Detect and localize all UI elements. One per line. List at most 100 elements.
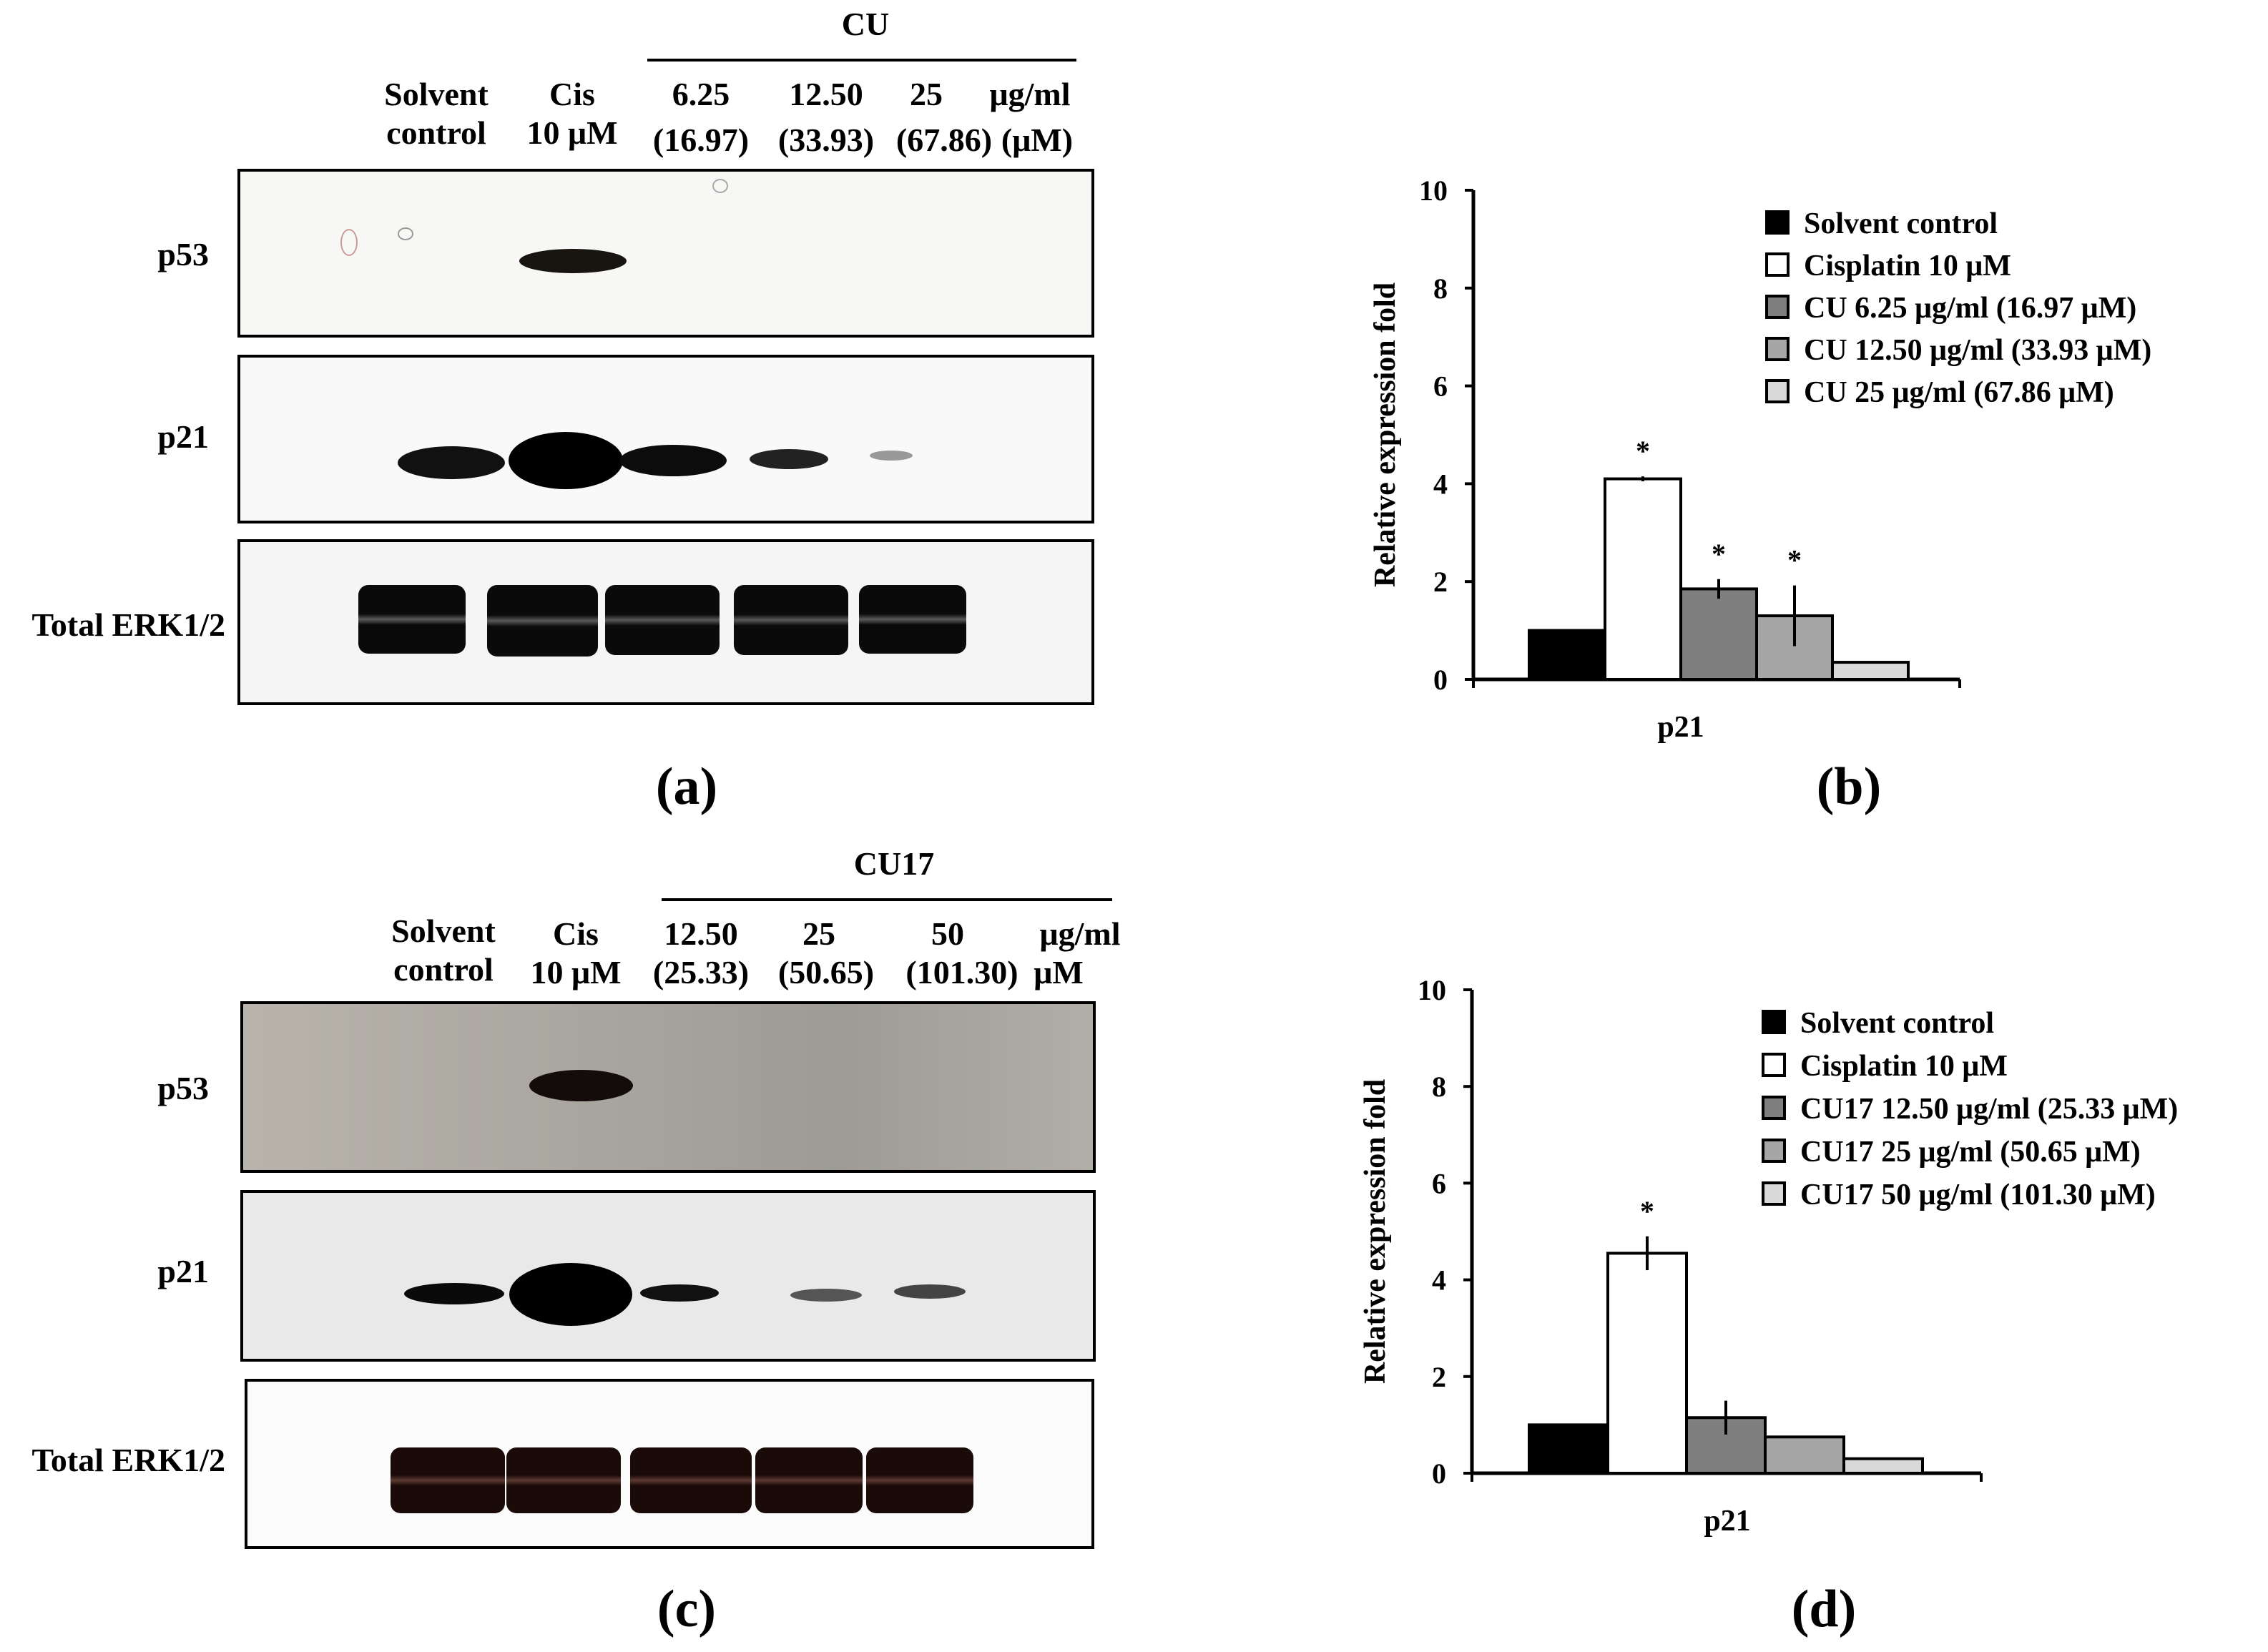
- legend-swatch: [1762, 1010, 1786, 1034]
- y-tick-label: 4: [1432, 1264, 1446, 1297]
- lane-label-cis-1: Cis: [553, 915, 599, 952]
- y-axis-label: Relative expression fold: [1369, 282, 1402, 587]
- lane-label-dose3-2: (67.86): [895, 122, 993, 158]
- legend-label: CU 12.50 μg/ml (33.93 μM): [1804, 334, 2151, 367]
- band-erk-lane5: [866, 1447, 973, 1513]
- group-label-cu17: CU17: [853, 845, 935, 882]
- lane-label-unit-2: μM: [1034, 954, 1084, 990]
- x-axis-label: p21: [1657, 711, 1704, 744]
- lane-label-dose2-2: (50.65): [777, 954, 875, 990]
- x-axis-label: p21: [1704, 1505, 1750, 1538]
- band-p21-solvent: [398, 446, 505, 479]
- band-p21-dose3: [894, 1284, 966, 1299]
- bar-0: [1528, 629, 1606, 681]
- band-erk-lane4: [734, 585, 848, 655]
- lane-label-solvent-1: Solvent: [384, 76, 489, 112]
- chart-d: 0 2 4 6 8 10 Relative expression fold p21 * Solve…: [1359, 974, 2178, 1538]
- lane-label-dose1-2: (16.97): [652, 122, 750, 158]
- band-p21-cis: [509, 432, 623, 489]
- bar-4: [1842, 1457, 1924, 1475]
- lane-label-dose2-2: (33.93): [777, 122, 875, 158]
- y-tick-label: 8: [1432, 1071, 1446, 1103]
- band-p21-dose1: [619, 445, 727, 476]
- band-p21-dose2: [790, 1289, 862, 1302]
- legend-swatch: [1762, 1053, 1786, 1077]
- y-tick-label: 2: [1432, 1361, 1446, 1393]
- band-p21-dose3: [870, 451, 913, 461]
- artifact-mark: [340, 229, 358, 256]
- band-erk-lane1: [391, 1447, 505, 1513]
- significance-star: *: [1640, 1195, 1654, 1227]
- lane-label-dose2-1: 12.50: [789, 76, 863, 112]
- band-erk-lane2: [506, 1447, 621, 1513]
- y-tick-label: 4: [1433, 468, 1448, 500]
- chart-b: 0 2 4 6 8 10 Relative expression fold p21 * * * Sol…: [1369, 174, 2151, 744]
- bar-4: [1831, 661, 1910, 681]
- legend-label: Cisplatin 10 μM: [1804, 250, 2011, 282]
- legend-label: Cisplatin 10 μM: [1800, 1050, 2008, 1083]
- artifact-mark: [398, 227, 413, 240]
- y-tick-label: 8: [1433, 272, 1448, 305]
- row-label-p21: p21: [157, 418, 209, 455]
- panel-label-b: (b): [1816, 757, 1882, 816]
- panel-label-a: (a): [655, 757, 718, 816]
- legend-swatch: [1765, 295, 1790, 319]
- band-p21-dose2: [750, 449, 828, 469]
- significance-star: *: [1787, 544, 1802, 576]
- band-erk-lane5: [859, 585, 966, 654]
- y-tick-label: 2: [1433, 566, 1448, 598]
- bar-2: [1679, 587, 1758, 682]
- y-tick-label: 0: [1432, 1457, 1446, 1490]
- band-p53-cis: [529, 1070, 633, 1101]
- lane-label-dose3-1: 25: [910, 76, 943, 112]
- legend-swatch: [1762, 1139, 1786, 1163]
- lane-label-unit-2: (μM): [1001, 122, 1074, 158]
- band-erk-lane3: [605, 585, 720, 655]
- group-label-cu: CU: [841, 6, 890, 42]
- legend-label: CU17 12.50 μg/ml (25.33 μM): [1800, 1093, 2178, 1126]
- bar-1: [1604, 477, 1682, 681]
- y-tick-label: 0: [1433, 664, 1448, 696]
- legend-label: Solvent control: [1800, 1007, 1994, 1040]
- band-p53-cis: [519, 249, 627, 273]
- lane-label-cis-1: Cis: [549, 76, 595, 112]
- row-label-p21: p21: [157, 1253, 209, 1289]
- group-bracket-cu: [647, 59, 1076, 62]
- blot-p21: [240, 1190, 1096, 1362]
- band-erk-lane1: [358, 585, 466, 654]
- legend-label: CU 6.25 μg/ml (16.97 μM): [1804, 292, 2136, 325]
- blot-p53: [240, 1001, 1096, 1173]
- bar-0: [1528, 1423, 1609, 1475]
- lane-label-dose1-1: 6.25: [672, 76, 730, 112]
- significance-star: *: [1712, 538, 1726, 570]
- y-tick-label: 10: [1418, 974, 1446, 1006]
- blot-p53: [237, 169, 1094, 338]
- legend-label: Solvent control: [1804, 207, 1998, 240]
- lane-label-unit-1: μg/ml: [989, 76, 1071, 112]
- blot-p21: [237, 355, 1094, 523]
- lane-label-dose1-2: (25.33): [652, 954, 750, 990]
- bar-1: [1606, 1252, 1688, 1475]
- blot-total-erk: [237, 539, 1094, 705]
- legend-swatch: [1765, 210, 1790, 235]
- band-p21-cis: [509, 1263, 632, 1326]
- lane-label-solvent-2: control: [393, 951, 494, 988]
- legend-label: CU 25 μg/ml (67.86 μM): [1804, 376, 2114, 409]
- band-erk-lane3: [630, 1447, 752, 1513]
- band-erk-lane2: [487, 585, 598, 657]
- panel-label-c: (c): [657, 1580, 717, 1638]
- lane-label-unit-1: μg/ml: [1039, 915, 1121, 952]
- group-bracket-cu17: [662, 898, 1112, 901]
- band-erk-lane4: [755, 1447, 863, 1513]
- y-tick-label: 10: [1419, 174, 1448, 207]
- y-tick-label: 6: [1432, 1167, 1446, 1199]
- artifact-mark: [712, 179, 728, 193]
- lane-label-cis-2: 10 μM: [526, 114, 618, 151]
- band-p21-solvent: [404, 1283, 504, 1304]
- lane-label-dose3-1: 50: [931, 915, 964, 952]
- band-p21-dose1: [640, 1284, 719, 1302]
- lane-label-solvent-1: Solvent: [391, 913, 496, 949]
- lane-label-dose3-2: (101.30): [905, 954, 1018, 990]
- y-tick-label: 6: [1433, 370, 1448, 403]
- row-label-erk: Total ERK1/2: [31, 606, 225, 643]
